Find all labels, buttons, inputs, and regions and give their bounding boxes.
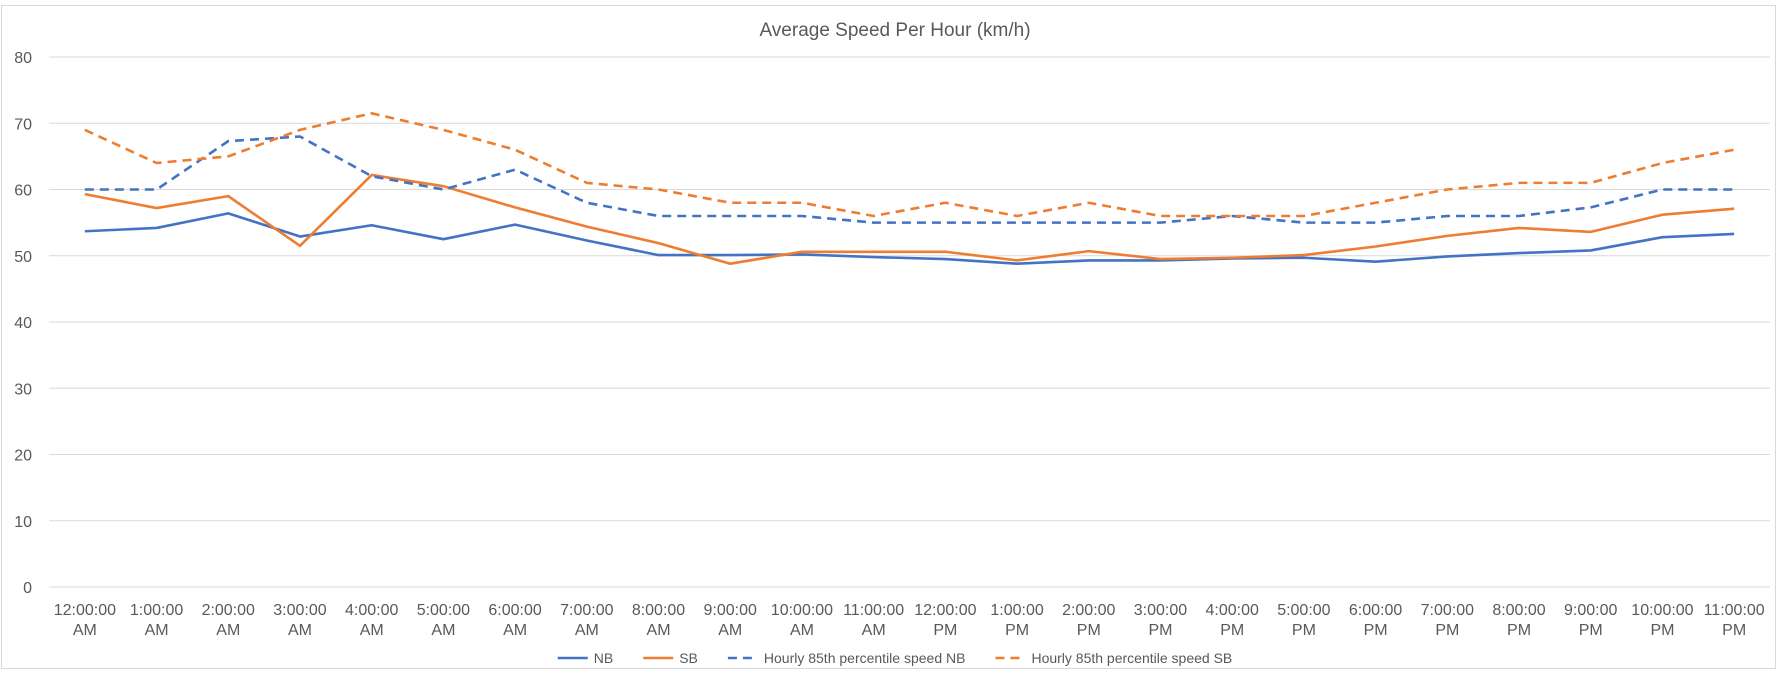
legend-label: SB	[679, 650, 698, 666]
gridlines	[49, 56, 1770, 588]
x-tick-label: 2:00:00 AM	[202, 602, 255, 639]
x-axis-ticks: 12:00:00 AM 1:00:00 AM 2:00:00 AM 3:00:00 AM 4:0…	[54, 602, 1765, 639]
x-tick-label: 2:00:00 PM	[1062, 602, 1115, 639]
x-tick-label: 7:00:00 AM	[560, 602, 613, 639]
chart-title: Average Speed Per Hour (km/h)	[759, 20, 1030, 41]
legend-label: Hourly 85th percentile speed SB	[1031, 650, 1232, 666]
x-tick-label: 10:00:00 PM	[1631, 602, 1693, 639]
series-lines	[84, 112, 1735, 266]
y-tick-label: 0	[23, 580, 32, 597]
y-tick-label: 10	[14, 514, 32, 531]
x-tick-label: 12:00:00 AM	[54, 602, 116, 639]
legend: NB SB Hourly 85th percentile speed NB Hourl…	[557, 650, 1232, 666]
x-tick-label: 5:00:00 AM	[417, 602, 470, 639]
y-tick-label: 70	[14, 116, 32, 133]
x-tick-label: 11:00:00 PM	[1704, 602, 1765, 639]
x-tick-label: 11:00:00 AM	[843, 602, 904, 639]
x-tick-label: 8:00:00 AM	[632, 602, 685, 639]
y-tick-label: 60	[14, 183, 32, 200]
x-tick-label: 8:00:00 PM	[1492, 602, 1545, 639]
x-tick-label: 6:00:00 AM	[488, 602, 541, 639]
x-tick-label: 3:00:00 AM	[273, 602, 326, 639]
series-line-1	[84, 173, 1735, 266]
legend-label: NB	[594, 650, 613, 666]
legend-item: NB	[557, 650, 613, 666]
x-tick-label: 4:00:00 AM	[345, 602, 398, 639]
x-tick-label: 5:00:00 PM	[1277, 602, 1330, 639]
x-tick-label: 1:00:00 AM	[130, 602, 183, 639]
x-tick-label: 9:00:00 AM	[704, 602, 757, 639]
y-tick-label: 20	[14, 448, 32, 465]
x-tick-label: 12:00:00 PM	[914, 602, 976, 639]
y-tick-label: 40	[14, 315, 32, 332]
x-tick-label: 9:00:00 PM	[1564, 602, 1617, 639]
x-tick-label: 10:00:00 AM	[771, 602, 833, 639]
legend-item: SB	[643, 650, 698, 666]
y-tick-label: 80	[14, 50, 32, 67]
series-line-3	[84, 112, 1735, 218]
legend-item: Hourly 85th percentile speed SB	[995, 650, 1232, 666]
legend-item: Hourly 85th percentile speed NB	[727, 650, 966, 666]
y-tick-label: 50	[14, 249, 32, 266]
series-line-0	[84, 212, 1735, 266]
y-tick-label: 30	[14, 381, 32, 398]
x-tick-label: 7:00:00 PM	[1421, 602, 1474, 639]
x-tick-label: 6:00:00 PM	[1349, 602, 1402, 639]
chart-border	[1, 5, 1776, 669]
x-tick-label: 3:00:00 PM	[1134, 602, 1187, 639]
y-axis-ticks: 0 10 20 30 40 50 60 70 80	[14, 50, 32, 597]
x-tick-label: 1:00:00 PM	[990, 602, 1043, 639]
x-tick-label: 4:00:00 PM	[1205, 602, 1258, 639]
series-line-2	[84, 135, 1735, 224]
legend-label: Hourly 85th percentile speed NB	[764, 650, 966, 666]
